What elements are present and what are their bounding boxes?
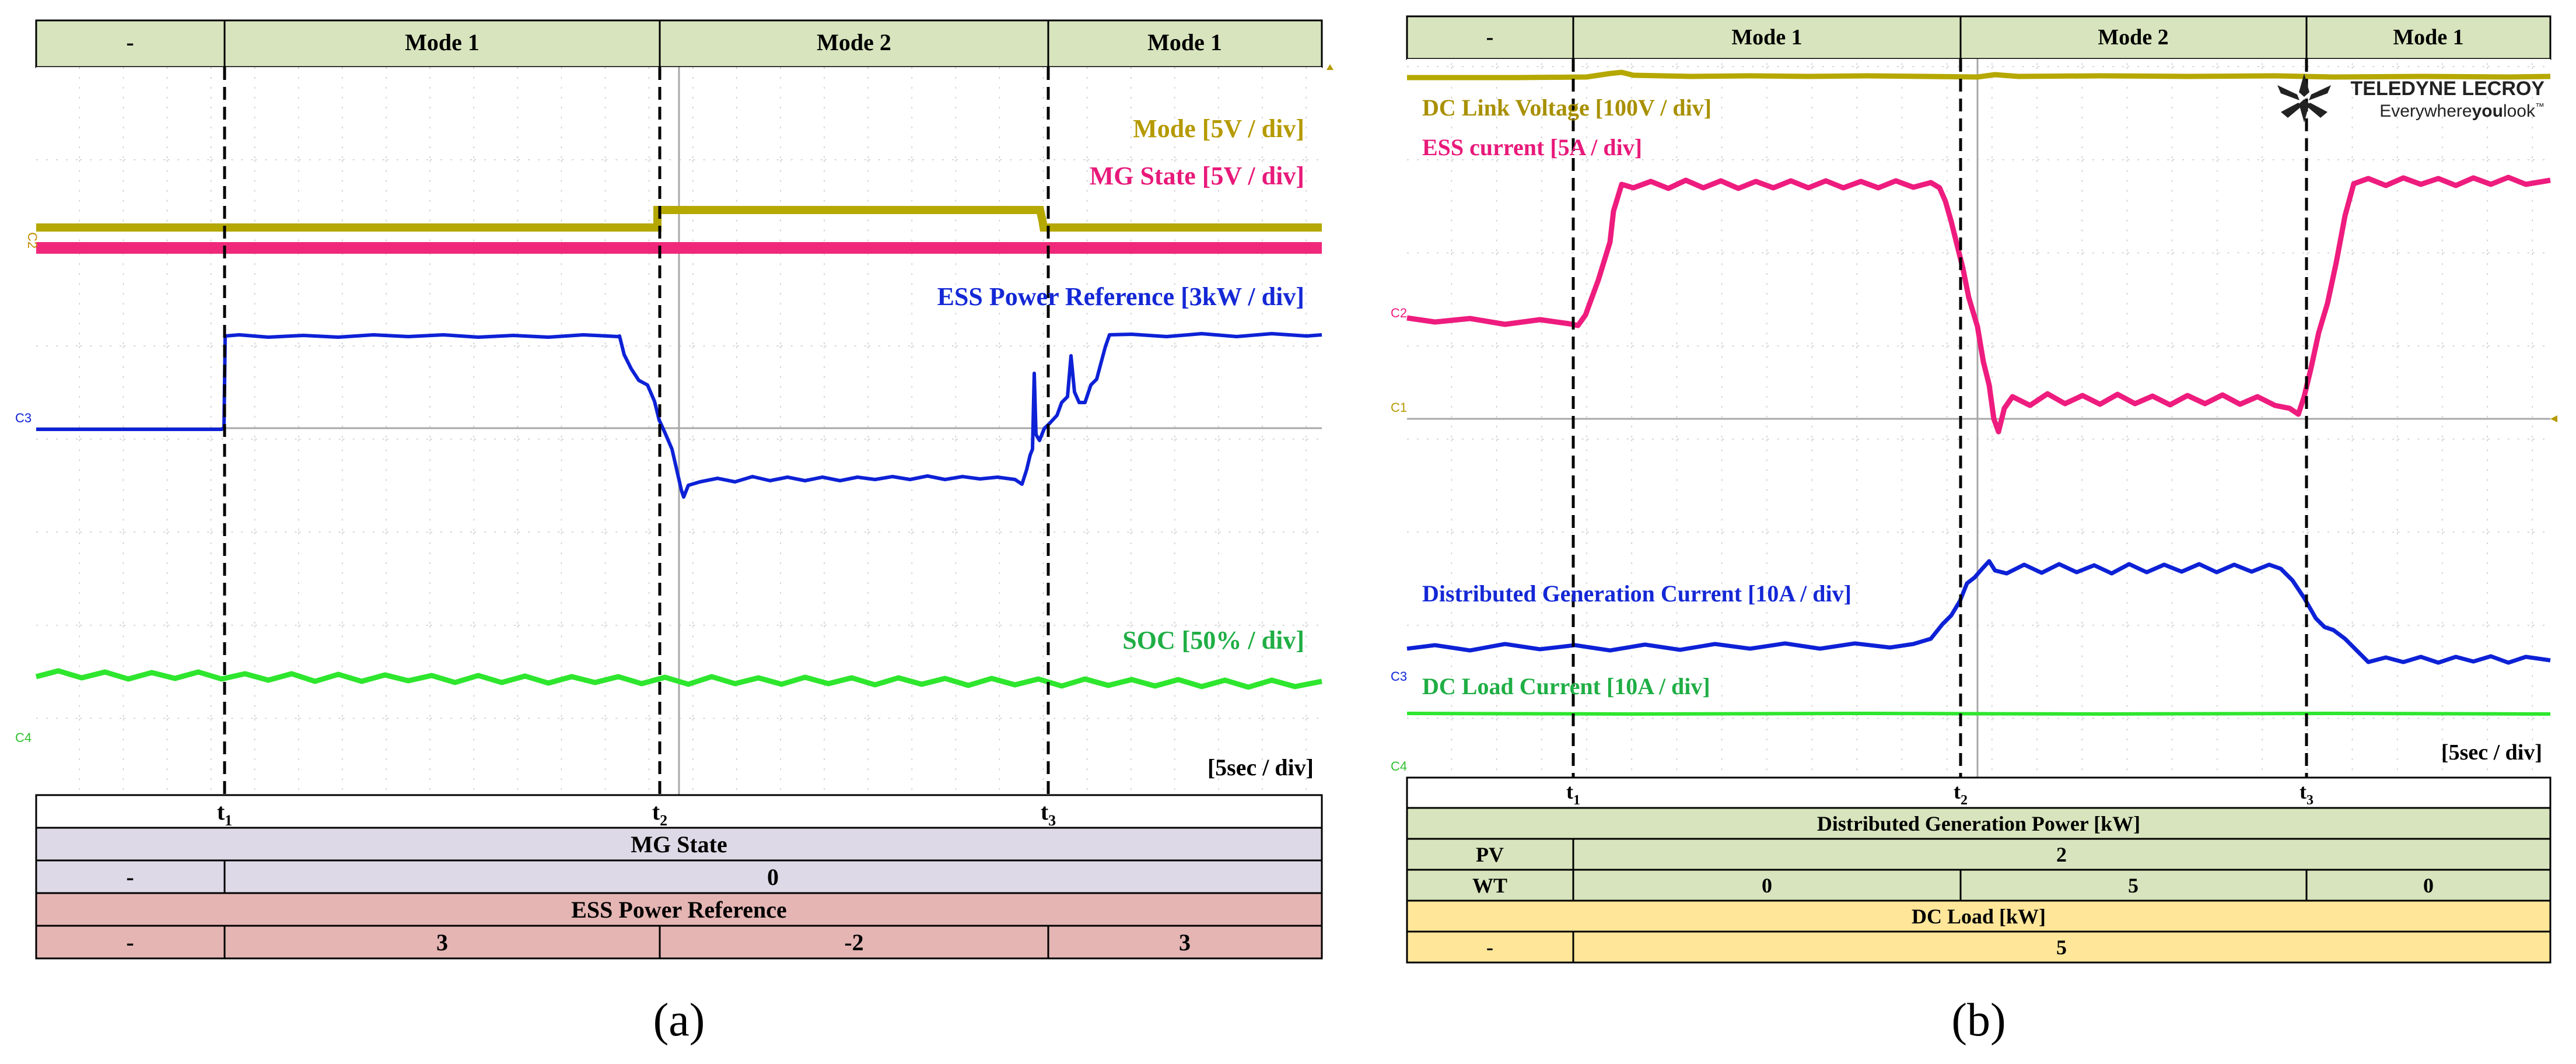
header-a-cell-1: Mode 1 xyxy=(405,29,480,55)
trace-dc-link-b xyxy=(1407,69,2551,80)
ess-ref-cell-3: 3 xyxy=(1179,929,1191,956)
trigger-level-marker-icon xyxy=(2550,415,2557,422)
time-mark-t3-b: t3 xyxy=(2300,780,2314,808)
trace-label-ess-power: ESS Power Reference [3kW / div] xyxy=(937,282,1304,311)
channel-marker-c2-b: C2 xyxy=(1391,306,1407,320)
trace-soc-a xyxy=(35,668,1322,690)
mg-state-cell-1: 0 xyxy=(767,864,779,890)
time-axis-a xyxy=(35,794,1323,829)
channel-marker-c1-b: C1 xyxy=(1391,400,1407,415)
dg-power-title: Distributed Generation Power [kW] xyxy=(1817,812,2140,835)
trace-dg-current-b xyxy=(1406,559,2551,665)
trace-label-dg-current: Distributed Generation Current [10A / di… xyxy=(1422,580,1852,607)
dc-load-table: DC Load [kW] - 5 xyxy=(1406,900,2552,964)
trace-dc-load-b xyxy=(1406,711,2551,716)
channel-marker-c4-b: C4 xyxy=(1391,759,1407,774)
pv-value: 2 xyxy=(2056,843,2067,866)
header-b-cell-3: Mode 1 xyxy=(2393,25,2463,50)
lecroy-star-icon xyxy=(2277,74,2331,123)
trace-label-mg-state: MG State [5V / div] xyxy=(1090,162,1304,190)
header-a-cell-0: - xyxy=(126,29,134,55)
time-axis-b xyxy=(1406,776,2552,809)
dc-link-offset-marker-icon xyxy=(1326,64,1334,70)
teledyne-lecroy-logo: TELEDYNE LECROY Everywhereyoulook™ xyxy=(2277,74,2544,123)
header-b-cell-0: - xyxy=(1486,25,1494,50)
channel-marker-c3-a: C3 xyxy=(15,411,32,425)
wt-value-2: 0 xyxy=(2423,874,2434,897)
mg-state-cell-0: - xyxy=(126,864,134,890)
time-mark-t1-b: t1 xyxy=(1566,780,1580,808)
mg-state-table: MG State - 0 xyxy=(35,827,1323,894)
mg-state-title: MG State xyxy=(631,831,727,858)
channel-marker-c4-a: C4 xyxy=(15,730,32,745)
header-b-cell-2: Mode 2 xyxy=(2098,25,2168,50)
trace-ess-power-a xyxy=(36,332,1322,499)
time-mark-t1-a: t1 xyxy=(217,799,232,829)
pv-label: PV xyxy=(1476,843,1504,866)
header-b-cell-1: Mode 1 xyxy=(1731,25,1802,50)
caption-b: (b) xyxy=(1951,995,2006,1046)
wt-label: WT xyxy=(1472,874,1507,897)
dc-load-cell-0: - xyxy=(1486,936,1493,959)
panel-a-header: - Mode 1 Mode 2 Mode 1 xyxy=(35,19,1323,68)
timebase-label-b: [5sec / div] xyxy=(2441,740,2542,765)
logo-brand: TELEDYNE LECROY xyxy=(2351,78,2545,100)
logo-tagline: Everywhereyoulook™ xyxy=(2379,102,2544,121)
dc-load-title: DC Load [kW] xyxy=(1912,905,2046,928)
ess-ref-cell-0: - xyxy=(126,929,134,956)
header-a-cell-3: Mode 1 xyxy=(1147,29,1222,55)
header-a-cell-2: Mode 2 xyxy=(817,29,891,55)
wt-value-1: 5 xyxy=(2128,874,2138,897)
trace-mode-a xyxy=(36,206,1322,232)
channel-marker-c3-b: C3 xyxy=(1391,669,1407,684)
wt-value-0: 0 xyxy=(1762,874,1772,897)
panel-b-header: - Mode 1 Mode 2 Mode 1 xyxy=(1406,15,2552,60)
ess-ref-table: ESS Power Reference - 3 -2 3 xyxy=(35,892,1323,960)
time-mark-t2-b: t2 xyxy=(1954,780,1968,808)
trace-ess-current-b xyxy=(1406,174,2551,435)
ess-ref-cell-1: 3 xyxy=(436,929,448,956)
trace-label-mode: Mode [5V / div] xyxy=(1133,114,1304,143)
trace-label-dc-link: DC Link Voltage [100V / div] xyxy=(1422,94,1712,121)
ess-ref-cell-2: -2 xyxy=(844,929,863,956)
ess-ref-title: ESS Power Reference xyxy=(571,897,787,923)
panel-b: - Mode 1 Mode 2 Mode 1 C2 C1 C3 C4 xyxy=(1326,15,2557,1046)
panel-a: - Mode 1 Mode 2 Mode 1 C2 C3 C4 Mode [5V… xyxy=(15,19,1323,1046)
channel-marker-c2-a: C2 xyxy=(25,232,40,249)
dg-power-table: Distributed Generation Power [kW] PV 2 W… xyxy=(1406,807,2552,902)
timebase-label-a: [5sec / div] xyxy=(1208,754,1314,780)
caption-a: (a) xyxy=(653,995,705,1046)
trace-label-soc: SOC [50% / div] xyxy=(1122,626,1304,654)
trace-label-dc-load: DC Load Current [10A / div] xyxy=(1422,673,1710,699)
trace-label-ess-current: ESS current [5A / div] xyxy=(1422,134,1642,160)
time-mark-t3-a: t3 xyxy=(1041,799,1056,829)
dc-load-cell-1: 5 xyxy=(2056,936,2067,959)
time-mark-t2-a: t2 xyxy=(652,799,667,829)
